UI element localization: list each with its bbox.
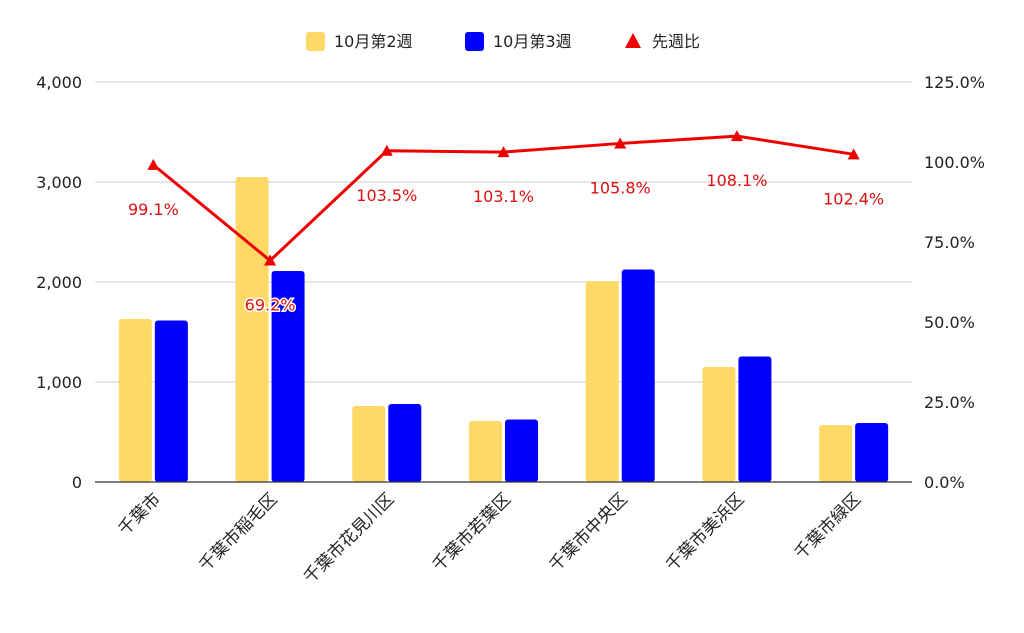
y-left-tick-label: 2,000 (36, 273, 82, 292)
category-label: 千葉市美浜区 (662, 489, 748, 575)
ratio-data-label: 105.8% (590, 178, 651, 197)
bar-week3 (505, 419, 538, 482)
legend-swatch (306, 32, 325, 51)
legend-label: 10月第3週 (493, 32, 572, 51)
category-label: 千葉市若葉区 (429, 489, 515, 575)
bar-week2 (352, 406, 386, 482)
ratio-data-label: 108.1% (706, 171, 767, 190)
ratio-data-label: 102.4% (823, 189, 884, 208)
y-right-tick-label: 75.0% (924, 233, 975, 252)
legend-swatch (625, 33, 641, 48)
bar-week3 (388, 404, 422, 482)
ratio-marker (380, 144, 393, 156)
gridlines (95, 81, 912, 383)
bar-week3 (271, 271, 305, 482)
category-label: 千葉市緑区 (791, 489, 865, 563)
y-left-tick-label: 4,000 (36, 73, 82, 92)
bars (118, 177, 889, 482)
y-right-tick-label: 25.0% (924, 393, 975, 412)
y-left-tick-label: 1,000 (36, 373, 82, 392)
legend-label: 10月第2週 (334, 32, 413, 51)
ratio-marker (730, 130, 743, 142)
bar-week3 (738, 356, 772, 482)
bar-week2 (702, 367, 736, 482)
legend-label: 先週比 (652, 32, 700, 51)
data-labels: 99.1% 69.2% 103.5% 103.1% 105.8% 108.1% 102.4% (128, 171, 884, 316)
bar-week2 (118, 319, 152, 482)
bar-week2 (819, 425, 853, 482)
ratio-data-label: 69.2% (245, 296, 296, 315)
ratio-marker (147, 158, 160, 170)
ratio-line (147, 130, 860, 266)
y-right-tick-label: 0.0% (924, 473, 965, 492)
bar-week3 (855, 423, 889, 482)
category-label: 千葉市稲毛区 (195, 489, 281, 575)
ratio-marker (847, 148, 860, 160)
bar-week2 (469, 421, 502, 482)
ratio-data-label: 103.1% (473, 187, 534, 206)
y-right-tick-label: 100.0% (924, 153, 985, 172)
ratio-data-label: 99.1% (128, 200, 179, 219)
legend: 10月第2週 10月第3週 先週比 (306, 32, 700, 51)
bar-week3 (621, 269, 655, 482)
bar-week3 (154, 320, 188, 482)
ratio-marker (264, 254, 277, 266)
ratio-data-label: 103.5% (356, 186, 417, 205)
y-right-tick-label: 50.0% (924, 313, 975, 332)
y-left-tick-label: 0 (72, 473, 82, 492)
y-right-tick-label: 125.0% (924, 73, 985, 92)
ratio-marker (614, 137, 627, 149)
bar-week2 (585, 281, 619, 482)
legend-swatch (465, 32, 484, 51)
category-label: 千葉市中央区 (545, 489, 631, 575)
y-left-tick-label: 3,000 (36, 173, 82, 192)
category-label: 千葉市花見川区 (300, 489, 398, 587)
ratio-marker (497, 146, 510, 158)
category-label: 千葉市 (115, 489, 165, 539)
bar-week2 (235, 177, 269, 482)
